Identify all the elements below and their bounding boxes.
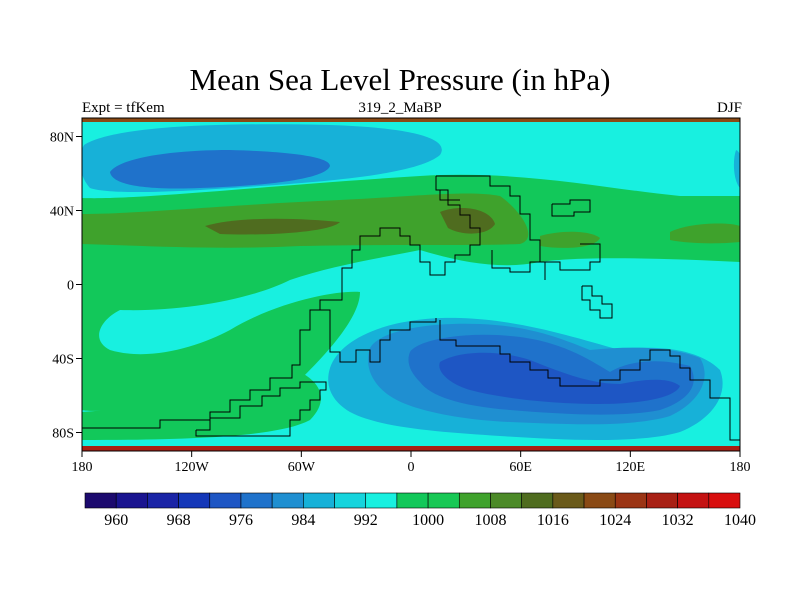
colorbar-label: 1008 xyxy=(474,512,506,529)
americas-outline xyxy=(82,176,481,429)
colorbar-swatch xyxy=(334,492,367,509)
high-1024-core xyxy=(205,218,340,235)
colorbar-swatch xyxy=(708,492,741,509)
coastlines xyxy=(82,175,740,441)
colorbar-swatch xyxy=(115,492,148,509)
y-axis: 80N 40N 0 40S 80S xyxy=(50,131,82,442)
south-america-outline xyxy=(320,309,437,363)
high-1024-asia xyxy=(440,208,495,234)
colorbar-swatch xyxy=(458,492,491,509)
high-1016-pacific xyxy=(670,223,740,244)
colorbar-swatch xyxy=(365,492,398,509)
japan-outline xyxy=(551,199,591,217)
colorbar-swatch xyxy=(677,492,710,509)
run-label: 319_2_MaBP xyxy=(358,100,442,116)
island-outline xyxy=(581,285,613,319)
x-tick-label: 60E xyxy=(509,460,532,475)
season-label: DJF xyxy=(716,100,742,116)
colorbar xyxy=(84,492,741,509)
colorbar-swatch xyxy=(147,492,179,509)
pole-strip-north xyxy=(82,118,740,122)
colorbar-swatch xyxy=(240,492,273,509)
colorbar-label: 984 xyxy=(291,512,315,529)
colorbar-swatch xyxy=(209,492,242,509)
colorbar-swatch xyxy=(521,492,554,509)
antarctica-outline xyxy=(439,320,740,441)
y-tick-label: 40S xyxy=(52,353,74,368)
colorbar-swatch xyxy=(427,492,460,509)
experiment-label: Expt = tfKem xyxy=(82,100,165,116)
colorbar-label: 1040 xyxy=(724,512,756,529)
colorbar-swatch xyxy=(490,492,522,509)
colorbar-label: 968 xyxy=(167,512,191,529)
colorbar-label: 960 xyxy=(104,512,128,529)
greenland-outline xyxy=(439,190,460,201)
x-tick-label: 60W xyxy=(288,460,316,475)
y-tick-label: 0 xyxy=(67,279,74,294)
colorbar-swatch xyxy=(583,492,616,509)
x-tick-label: 180 xyxy=(72,460,93,475)
colorbar-label: 976 xyxy=(229,512,253,529)
oceania-outline xyxy=(195,381,327,437)
y-tick-label: 80N xyxy=(50,131,74,146)
y-tick-label: 80S xyxy=(52,427,74,442)
x-tick-label: 180 xyxy=(730,460,751,475)
x-tick-label: 120E xyxy=(616,460,646,475)
pole-strip-south xyxy=(82,446,740,451)
colorbar-label: 1032 xyxy=(662,512,694,529)
x-axis: 180 120W 60W 0 60E 120E 180 xyxy=(72,451,751,475)
colorbar-swatch xyxy=(84,492,117,509)
colorbar-label: 992 xyxy=(354,512,378,529)
arctic-low xyxy=(733,150,740,188)
southern-green-band xyxy=(82,372,321,440)
colorbar-swatch xyxy=(552,492,585,509)
colorbar-label: 1000 xyxy=(412,512,444,529)
africa-outline xyxy=(436,175,601,271)
y-tick-label: 40N xyxy=(50,205,74,220)
colorbar-swatch xyxy=(614,492,647,509)
colorbar-label: 1024 xyxy=(599,512,631,529)
eurasia-outline xyxy=(491,250,546,280)
colorbar-label: 1016 xyxy=(537,512,569,529)
x-tick-label: 0 xyxy=(408,460,415,475)
colorbar-swatch xyxy=(646,492,678,509)
colorbar-swatch xyxy=(178,492,211,509)
map-field xyxy=(82,118,740,451)
colorbar-swatch xyxy=(396,492,429,509)
north-pacific-low-inner xyxy=(110,150,330,189)
colorbar-labels: 960 968 976 984 992 1000 1008 1016 1024 1032 1040 xyxy=(104,512,756,529)
colorbar-swatch xyxy=(271,492,304,509)
chart-title: Mean Sea Level Pressure (in hPa) xyxy=(189,62,611,97)
colorbar-swatch xyxy=(303,492,335,509)
x-tick-label: 120W xyxy=(175,460,210,475)
